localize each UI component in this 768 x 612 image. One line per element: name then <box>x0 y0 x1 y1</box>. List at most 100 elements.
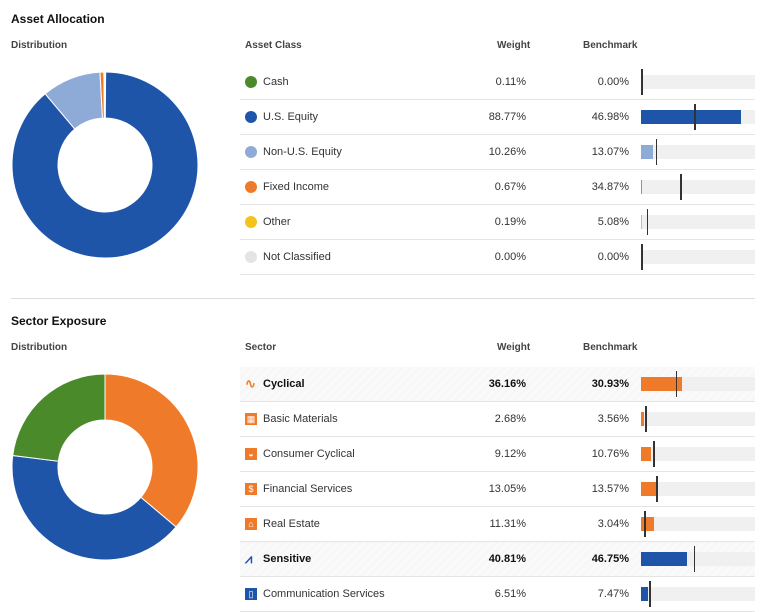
legend-dot-icon <box>245 251 257 263</box>
benchmark-value: 3.56% <box>598 413 629 425</box>
donut-slice[interactable] <box>104 72 105 118</box>
table-row[interactable]: U.S. Equity 88.77% 46.98% <box>240 100 755 135</box>
donut-slice[interactable] <box>105 374 198 527</box>
weight-value: 13.05% <box>489 483 526 495</box>
weight-bar <box>641 447 651 461</box>
table-row[interactable]: Not Classified 0.00% 0.00% <box>240 240 755 275</box>
weight-bar <box>641 180 642 194</box>
weight-value: 36.16% <box>489 378 526 390</box>
weight-value: 10.26% <box>489 146 526 158</box>
weight-bar <box>641 552 687 566</box>
legend-dot-icon <box>245 111 257 123</box>
row-label: Basic Materials <box>263 413 338 425</box>
donut-slice[interactable] <box>13 374 105 461</box>
benchmark-marker <box>694 104 696 130</box>
benchmark-value: 13.07% <box>592 146 629 158</box>
weight-bar <box>641 145 653 159</box>
row-label: Communication Services <box>263 588 385 600</box>
financial-services-icon: $ <box>245 483 257 495</box>
row-label: Cyclical <box>263 378 305 390</box>
table-row[interactable]: $ Financial Services 13.05% 13.57% <box>240 472 755 507</box>
row-label: Not Classified <box>263 251 331 263</box>
weight-value: 88.77% <box>489 111 526 123</box>
benchmark-value: 34.87% <box>592 181 629 193</box>
row-label: U.S. Equity <box>263 111 318 123</box>
table-row[interactable]: Non-U.S. Equity 10.26% 13.07% <box>240 135 755 170</box>
benchmark-marker <box>656 139 658 165</box>
row-label: Cash <box>263 76 289 88</box>
benchmark-value: 7.47% <box>598 588 629 600</box>
weight-bar-track <box>641 412 755 426</box>
weight-bar-track <box>641 517 755 531</box>
benchmark-value: 46.98% <box>592 111 629 123</box>
benchmark-value: 13.57% <box>592 483 629 495</box>
benchmark-marker <box>645 406 647 432</box>
row-label: Real Estate <box>263 518 320 530</box>
asset-allocation-title: Asset Allocation <box>11 12 105 26</box>
benchmark-marker <box>694 546 696 572</box>
weight-value: 0.11% <box>496 76 526 88</box>
benchmark-value: 0.00% <box>598 251 629 263</box>
table-row[interactable]: Cash 0.11% 0.00% <box>240 65 755 100</box>
basic-materials-icon: ▦ <box>245 413 257 425</box>
weight-bar-track <box>641 180 755 194</box>
weight-bar-track <box>641 145 755 159</box>
weight-value: 0.19% <box>495 216 526 228</box>
weight-bar <box>641 482 656 496</box>
benchmark-marker <box>641 69 643 95</box>
weight-bar-track <box>641 75 755 89</box>
weight-bar <box>641 412 644 426</box>
weight-value: 2.68% <box>495 413 526 425</box>
benchmark-marker <box>653 441 655 467</box>
weight-bar <box>641 517 654 531</box>
table-row[interactable]: Fixed Income 0.67% 34.87% <box>240 170 755 205</box>
sector-header: Sector <box>245 342 276 353</box>
weight-bar-track <box>641 552 755 566</box>
benchmark-value: 10.76% <box>592 448 629 460</box>
weight-bar-track <box>641 250 755 264</box>
house-icon: ⌂ <box>245 518 257 530</box>
benchmark-marker <box>647 209 649 235</box>
weight-bar-track <box>641 110 755 124</box>
benchmark-header: Benchmark <box>583 40 637 51</box>
distribution-label: Distribution <box>11 40 67 51</box>
benchmark-marker <box>680 174 682 200</box>
benchmark-value: 46.75% <box>592 553 629 565</box>
row-label: Sensitive <box>263 553 311 565</box>
row-label: Fixed Income <box>263 181 329 193</box>
benchmark-value: 0.00% <box>598 76 629 88</box>
benchmark-marker <box>641 244 643 270</box>
asset-donut-chart <box>11 71 199 259</box>
weight-value: 0.00% <box>495 251 526 263</box>
weight-value: 0.67% <box>495 181 526 193</box>
weight-bar-track <box>641 215 755 229</box>
benchmark-marker <box>676 371 678 397</box>
distribution-label: Distribution <box>11 342 67 353</box>
weight-bar-track <box>641 377 755 391</box>
sector-exposure-title: Sector Exposure <box>11 314 106 328</box>
benchmark-header: Benchmark <box>583 342 637 353</box>
sensitive-icon: ⩘ <box>245 553 257 565</box>
benchmark-value: 5.08% <box>598 216 629 228</box>
weight-value: 9.12% <box>495 448 526 460</box>
weight-header: Weight <box>497 342 530 353</box>
section-divider <box>11 298 755 299</box>
benchmark-value: 3.04% <box>598 518 629 530</box>
sector-donut-chart <box>11 373 199 561</box>
row-label: Non-U.S. Equity <box>263 146 342 158</box>
table-row[interactable]: ▦ Basic Materials 2.68% 3.56% <box>240 402 755 437</box>
asset-class-header: Asset Class <box>245 40 302 51</box>
communication-icon: ▯ <box>245 588 257 600</box>
row-label: Financial Services <box>263 483 352 495</box>
legend-dot-icon <box>245 76 257 88</box>
weight-bar-track <box>641 447 755 461</box>
weight-bar-track <box>641 482 755 496</box>
benchmark-marker <box>649 581 651 607</box>
weight-bar-track <box>641 587 755 601</box>
